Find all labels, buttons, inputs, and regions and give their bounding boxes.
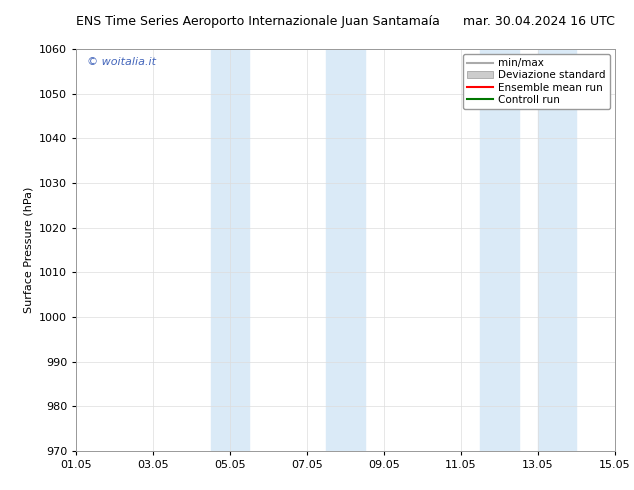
Legend: min/max, Deviazione standard, Ensemble mean run, Controll run: min/max, Deviazione standard, Ensemble m… bbox=[463, 54, 610, 109]
Bar bbox=[480, 49, 519, 451]
Y-axis label: Surface Pressure (hPa): Surface Pressure (hPa) bbox=[23, 187, 34, 313]
Text: © woitalia.it: © woitalia.it bbox=[87, 57, 156, 67]
Bar bbox=[210, 49, 249, 451]
Bar bbox=[327, 49, 365, 451]
Text: ENS Time Series Aeroporto Internazionale Juan Santamaía: ENS Time Series Aeroporto Internazionale… bbox=[76, 15, 440, 28]
Bar bbox=[538, 49, 576, 451]
Text: mar. 30.04.2024 16 UTC: mar. 30.04.2024 16 UTC bbox=[463, 15, 615, 28]
